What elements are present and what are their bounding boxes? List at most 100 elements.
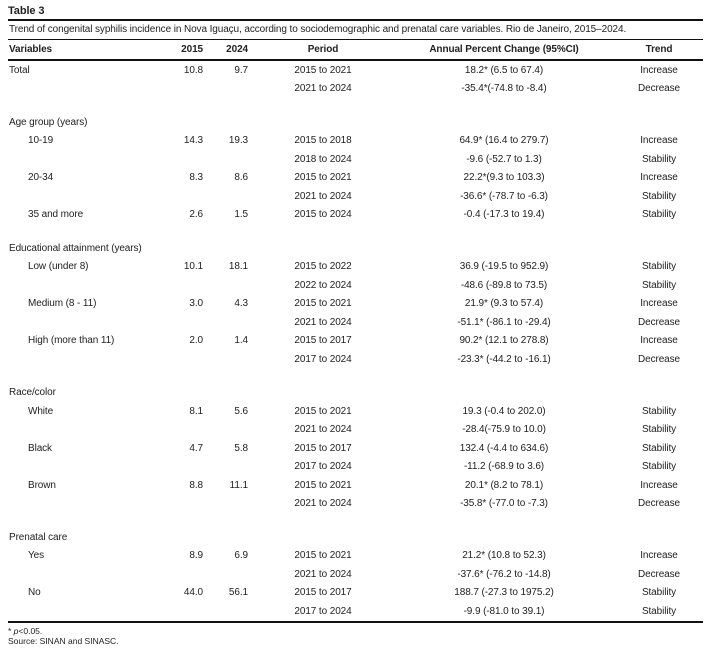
cell-apc: 22.2*(9.3 to 103.3): [463, 172, 545, 184]
cell-apc: -9.6 (-52.7 to 1.3): [466, 153, 542, 165]
column-header-apc: Annual Percent Change (95%CI): [429, 44, 579, 55]
cell-apc: 36.9 (-19.5 to 952.9): [459, 261, 549, 273]
cell-period: 2015 to 2017: [294, 587, 352, 599]
cell-period: 2021 to 2024: [294, 424, 352, 436]
cell-period: 2015 to 2021: [294, 64, 352, 76]
table-caption: Trend of congenital syphilis incidence i…: [9, 24, 627, 35]
cell-period: 2022 to 2024: [294, 279, 352, 291]
cell-variable: Race/color: [9, 387, 56, 399]
column-header-variables: Variables: [9, 44, 53, 55]
cell-variable: Age group (years): [9, 116, 88, 128]
divider-bottom: [8, 620, 703, 623]
table-number-label: Table 3: [8, 5, 45, 17]
cell-2015: 8.8: [189, 479, 203, 491]
table-body: Total 10.8 9.7 2015 to 2021 18.2* (6.5 t…: [8, 61, 703, 621]
cell-trend: Decrease: [638, 568, 680, 580]
column-header-2015: 2015: [181, 44, 203, 55]
cell-trend: Decrease: [638, 316, 680, 328]
cell-period: 2021 to 2024: [294, 568, 352, 580]
table-row: Low (under 8) 10.1 18.1 2015 to 2022 36.…: [8, 258, 703, 277]
cell-apc: -0.4 (-17.3 to 19.4): [463, 209, 545, 221]
cell-trend: Increase: [640, 335, 678, 347]
table-row: 35 and more 2.6 1.5 2015 to 2024 -0.4 (-…: [8, 206, 703, 225]
cell-period: 2015 to 2021: [294, 479, 352, 491]
table-row: 10-19 14.3 19.3 2015 to 2018 64.9* (16.4…: [8, 132, 703, 151]
cell-2024: 5.8: [234, 442, 248, 454]
cell-trend: Increase: [640, 135, 678, 147]
table-row: 2022 to 2024 -48.6 (-89.8 to 73.5) Stabi…: [8, 276, 703, 295]
cell-period: 2021 to 2024: [294, 83, 352, 95]
cell-variable: Black: [28, 442, 52, 454]
cell-trend: Stability: [641, 261, 677, 273]
cell-variable: Prenatal care: [9, 531, 68, 543]
cell-2015: 10.8: [183, 64, 203, 76]
cell-variable: Total: [9, 64, 30, 76]
divider-top: [8, 19, 703, 21]
table-row: 20-34 8.3 8.6 2015 to 2021 22.2*(9.3 to …: [8, 169, 703, 188]
cell-apc: -28.4(-75.9 to 10.0): [462, 424, 546, 436]
cell-2015: 8.1: [189, 405, 203, 417]
divider-caption: [8, 39, 703, 40]
table-row: 2021 to 2024 -51.1* (-86.1 to -29.4) Dec…: [8, 313, 703, 332]
cell-apc: 132.4 (-4.4 to 634.6): [459, 442, 549, 454]
cell-2015: 10.1: [183, 261, 203, 273]
cell-period: 2017 to 2024: [294, 353, 352, 365]
cell-trend: Stability: [641, 190, 677, 202]
cell-apc: -35.4*(-74.8 to -8.4): [461, 83, 547, 95]
cell-period: 2021 to 2024: [294, 190, 352, 202]
cell-period: 2015 to 2021: [294, 550, 352, 562]
cell-apc: 90.2* (12.1 to 278.8): [459, 335, 549, 347]
cell-2015: 8.3: [189, 172, 203, 184]
column-header-row: Variables 2015 2024 Period Annual Percen…: [8, 40, 703, 59]
cell-apc: -11.2 (-68.9 to 3.6): [463, 461, 545, 473]
cell-apc: -36.6* (-78.7 to -6.3): [460, 190, 548, 202]
cell-trend: Stability: [641, 605, 677, 617]
cell-apc: 64.9* (16.4 to 279.7): [459, 135, 549, 147]
table-row: 2021 to 2024 -28.4(-75.9 to 10.0) Stabil…: [8, 421, 703, 440]
cell-2015: 44.0: [183, 587, 203, 599]
table-row: 2021 to 2024 -36.6* (-78.7 to -6.3) Stab…: [8, 187, 703, 206]
cell-apc: 21.2* (10.8 to 52.3): [462, 550, 546, 562]
table-row: High (more than 11) 2.0 1.4 2015 to 2017…: [8, 332, 703, 351]
cell-period: 2015 to 2021: [294, 405, 352, 417]
cell-trend: Stability: [641, 153, 677, 165]
cell-trend: Increase: [640, 64, 678, 76]
footnote-p-value: <0.05.: [18, 625, 43, 636]
cell-period: 2018 to 2024: [294, 153, 352, 165]
cell-apc: 20.1* (8.2 to 78.1): [464, 479, 544, 491]
cell-2024: 18.1: [228, 261, 248, 273]
cell-trend: Decrease: [638, 83, 680, 95]
cell-period: 2015 to 2021: [294, 298, 352, 310]
cell-apc: 188.7 (-27.3 to 1975.2): [454, 587, 554, 599]
table-row: Brown 8.8 11.1 2015 to 2021 20.1* (8.2 t…: [8, 476, 703, 495]
cell-2024: 6.9: [234, 550, 248, 562]
cell-period: 2015 to 2021: [294, 172, 352, 184]
cell-trend: Stability: [641, 461, 677, 473]
cell-apc: -37.6* (-76.2 to -14.8): [457, 568, 551, 580]
table-row: White 8.1 5.6 2015 to 2021 19.3 (-0.4 to…: [8, 402, 703, 421]
footnotes: * p<0.05. Source: SINAN and SINASC.: [8, 626, 703, 646]
table-row: Educational attainment (years): [8, 239, 703, 258]
footnote-star: *: [8, 625, 14, 636]
footnote-p-symbol: p: [13, 625, 19, 636]
table-row: 2017 to 2024 -11.2 (-68.9 to 3.6) Stabil…: [8, 458, 703, 477]
table-row: Race/color: [8, 384, 703, 403]
cell-2015: 14.3: [183, 135, 203, 147]
cell-variable: Medium (8 - 11): [28, 298, 97, 310]
cell-variable: Educational attainment (years): [9, 242, 142, 254]
column-header-trend: Trend: [645, 44, 673, 55]
cell-2024: 1.4: [234, 335, 248, 347]
cell-trend: Increase: [640, 298, 678, 310]
cell-period: 2017 to 2024: [294, 461, 352, 473]
cell-trend: Increase: [640, 550, 678, 562]
cell-2024: 5.6: [234, 405, 248, 417]
cell-trend: Stability: [641, 209, 677, 221]
cell-trend: Stability: [641, 279, 677, 291]
cell-trend: Increase: [640, 479, 678, 491]
cell-trend: Decrease: [638, 498, 680, 510]
table-row: 2017 to 2024 -23.3* (-44.2 to -16.1) Dec…: [8, 350, 703, 369]
cell-2024: 8.6: [234, 172, 248, 184]
column-header-period: Period: [307, 44, 339, 55]
cell-variable: High (more than 11): [28, 335, 115, 347]
